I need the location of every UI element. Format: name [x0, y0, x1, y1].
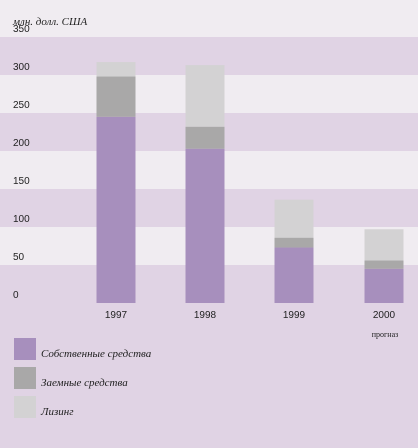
- y-ticks: 050100150200250300350400: [13, 24, 30, 301]
- bar-1999-series-2: [274, 237, 314, 248]
- y-tick-150: 150: [13, 176, 30, 187]
- bar-1999-series-3: [274, 199, 314, 238]
- band-350-400: [0, 0, 418, 37]
- bars: [96, 62, 404, 303]
- bar-1997-series-3: [96, 62, 136, 77]
- x-ticks: 1997 1998 1999 2000 прогназ: [105, 310, 398, 339]
- legend-label: Лизинг: [41, 406, 74, 418]
- bar-1999-series-1: [274, 247, 314, 303]
- x-tick-2000: 2000: [373, 310, 396, 321]
- legend-swatch: [14, 396, 36, 418]
- bar-1998-series-2: [185, 126, 225, 149]
- y-tick-300: 300: [13, 62, 30, 73]
- legend-swatch: [14, 367, 36, 389]
- y-tick-0: 0: [13, 290, 19, 301]
- y-axis-label: млн. долл. США: [12, 16, 87, 28]
- x-tick-1999: 1999: [283, 310, 306, 321]
- x-tick-1997: 1997: [105, 310, 128, 321]
- y-tick-100: 100: [13, 214, 30, 225]
- x-tick-1998: 1998: [194, 310, 217, 321]
- bar-1997-series-2: [96, 76, 136, 117]
- bar-2000-series-3: [364, 229, 404, 261]
- legend-label: Собственные средства: [41, 348, 152, 360]
- bar-2000-series-2: [364, 260, 404, 269]
- legend-swatch: [14, 338, 36, 360]
- legend-label: Заемные средства: [41, 377, 128, 389]
- bar-2000-series-1: [364, 268, 404, 303]
- y-tick-350: 350: [13, 24, 30, 35]
- x-tick-note-2000: прогназ: [372, 330, 399, 339]
- y-tick-250: 250: [13, 100, 30, 111]
- bar-1997-series-1: [96, 116, 136, 303]
- bar-1998-series-3: [185, 65, 225, 127]
- y-tick-50: 50: [13, 252, 25, 263]
- bar-1998-series-1: [185, 148, 225, 303]
- y-tick-200: 200: [13, 138, 30, 149]
